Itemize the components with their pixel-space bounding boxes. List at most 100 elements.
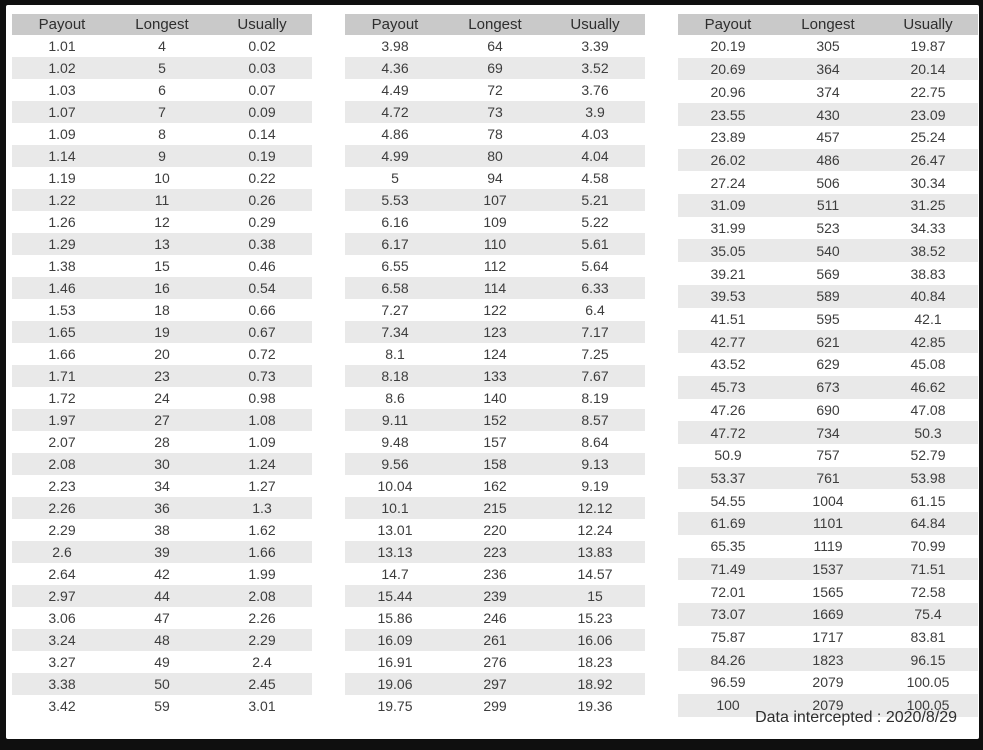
- table-cell: 7.67: [581, 368, 609, 384]
- table-cell: 1.03: [48, 82, 76, 98]
- table-cell: 690: [816, 401, 840, 418]
- table-cell: 100.05: [906, 674, 950, 691]
- table-cell: 8.1: [385, 346, 405, 362]
- table-cell: 30.34: [910, 174, 946, 191]
- table-row: 2.08 30 1.24: [12, 453, 312, 475]
- table-cell: 12: [154, 214, 170, 230]
- table-cell: 27: [154, 412, 170, 428]
- table-cell: 9.13: [581, 456, 609, 472]
- table-cell: 80: [487, 148, 503, 164]
- table-cell: 8.6: [385, 390, 405, 406]
- table-row: 1.29 13 0.38: [12, 233, 312, 255]
- table-row: 6.17 110 5.61: [345, 233, 645, 255]
- table-cell: 152: [483, 412, 507, 428]
- table-cell: 246: [483, 610, 507, 626]
- table-cell: 41.51: [710, 310, 746, 327]
- table-row: 15.44 239 15: [345, 585, 645, 607]
- table-cell: 5.64: [581, 258, 609, 274]
- table-cell: 10.04: [377, 478, 413, 494]
- table-row: 1.14 9 0.19: [12, 145, 312, 167]
- table-cell: 1.66: [48, 346, 76, 362]
- table-row: 23.55 430 23.09: [678, 103, 978, 126]
- table-cell: 621: [816, 333, 840, 350]
- table-cell: 1.72: [48, 390, 76, 406]
- table-cell: 18.23: [577, 654, 613, 670]
- table-cell: 261: [483, 632, 507, 648]
- table-cell: 71.49: [710, 560, 746, 577]
- table-cell: 123: [483, 324, 507, 340]
- table-row: 61.69 1101 64.84: [678, 512, 978, 535]
- table-cell: 0.19: [248, 148, 276, 164]
- table-row: 13.13 223 13.83: [345, 541, 645, 563]
- table-cell: 1.08: [248, 412, 276, 428]
- table-cell: 16: [154, 280, 170, 296]
- table-cell: 42: [154, 566, 170, 582]
- table-cell: 72: [487, 82, 503, 98]
- table-cell: 83.81: [910, 629, 946, 646]
- table-cell: 0.26: [248, 192, 276, 208]
- table-cell: 297: [483, 676, 507, 692]
- table-cell: 0.02: [248, 38, 276, 54]
- table-row: 1.07 7 0.09: [12, 101, 312, 123]
- table-row: 20.19 305 19.87: [678, 35, 978, 58]
- table-row: 6.58 114 6.33: [345, 277, 645, 299]
- table-cell: 486: [816, 151, 840, 168]
- table-cell: 13: [154, 236, 170, 252]
- table-cell: 124: [483, 346, 507, 362]
- table-row: 35.05 540 38.52: [678, 239, 978, 263]
- table-cell: 45.73: [710, 379, 746, 396]
- table-row: 1.19 10 0.22: [12, 167, 312, 189]
- table-cell: 36: [154, 500, 170, 516]
- table-row: 1.72 24 0.98: [12, 387, 312, 409]
- table-cell: 8.18: [381, 368, 409, 384]
- table-row: 6.55 112 5.64: [345, 255, 645, 277]
- table-cell: 3.01: [248, 698, 276, 714]
- table-cell: 44: [154, 588, 170, 604]
- table-row: 9.56 158 9.13: [345, 453, 645, 475]
- table-cell: 236: [483, 566, 507, 582]
- table-row: 8.6 140 8.19: [345, 387, 645, 409]
- table-cell: 1.01: [48, 38, 76, 54]
- column-header: Payout: [678, 14, 778, 35]
- table-row: 3.42 59 3.01: [12, 695, 312, 717]
- table-row: 2.07 28 1.09: [12, 431, 312, 453]
- table-cell: 13.13: [377, 544, 413, 560]
- table-cell: 5: [158, 60, 166, 76]
- table-cell: 1101: [812, 515, 844, 532]
- table-row: 39.21 569 38.83: [678, 262, 978, 285]
- table-cell: 1.97: [48, 412, 76, 428]
- table-row: 73.07 1669 75.4: [678, 602, 978, 626]
- table-row: 1.65 19 0.67: [12, 321, 312, 343]
- table-row: 5 94 4.58: [345, 167, 645, 189]
- table-cell: 9.11: [381, 412, 409, 428]
- table-cell: 3.27: [48, 654, 76, 670]
- table-cell: 7.25: [581, 346, 609, 362]
- table-cell: 1.24: [248, 456, 276, 472]
- table-row: 1.97 27 1.08: [12, 409, 312, 431]
- table-cell: 20.96: [710, 83, 746, 100]
- table-cell: 1.02: [48, 60, 76, 76]
- table-row: 26.02 486 26.47: [678, 148, 978, 172]
- table-cell: 49: [154, 654, 170, 670]
- table-cell: 122: [483, 302, 507, 318]
- table-row: 2.97 44 2.08: [12, 585, 312, 607]
- table-cell: 73.07: [710, 606, 746, 623]
- table-cell: 220: [483, 522, 507, 538]
- table-cell: 26.47: [910, 151, 946, 168]
- table-row: 2.6 39 1.66: [12, 541, 312, 563]
- table-cell: 1.26: [48, 214, 76, 230]
- table-cell: 114: [483, 280, 507, 296]
- table-cell: 0.14: [248, 126, 276, 142]
- table-row: 1.09 8 0.14: [12, 123, 312, 145]
- table-cell: 1.62: [248, 522, 276, 538]
- table-row: 1.22 11 0.26: [12, 189, 312, 211]
- table-cell: 65.35: [710, 538, 746, 555]
- table-cell: 3.76: [581, 82, 609, 98]
- header-row: Payout Longest Usually: [678, 14, 978, 35]
- table-cell: 19.06: [377, 676, 413, 692]
- table-row: 13.01 220 12.24: [345, 519, 645, 541]
- table-cell: 9.48: [381, 434, 409, 450]
- table-cell: 15.23: [577, 610, 613, 626]
- table-cell: 31.99: [710, 220, 746, 237]
- table-cell: 673: [816, 379, 840, 396]
